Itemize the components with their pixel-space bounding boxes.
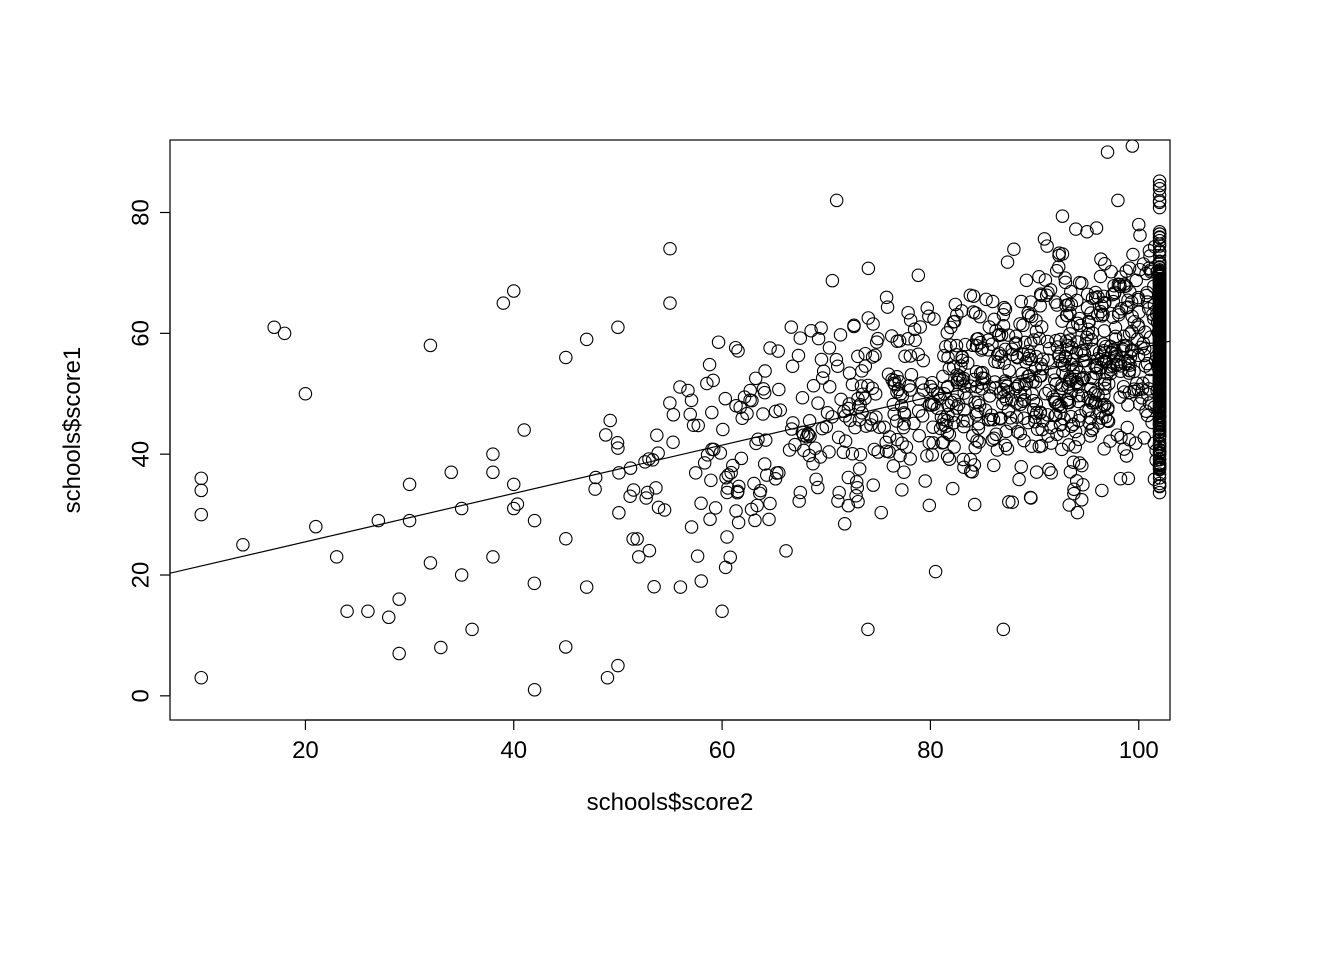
chart-svg: 20 40 60 80 100 0 20 40 60 80 schools$score2 school… xyxy=(0,0,1344,960)
x-tick-label: 60 xyxy=(709,737,736,764)
y-tick-label: 80 xyxy=(127,199,154,226)
y-tick-label: 60 xyxy=(127,320,154,347)
scatter-chart: 20 40 60 80 100 0 20 40 60 80 schools$score2 school… xyxy=(0,0,1344,960)
y-tick-label: 0 xyxy=(127,689,154,702)
x-tick-label: 80 xyxy=(917,737,944,764)
y-axis-label: schools$score1 xyxy=(59,347,86,514)
x-tick-label: 40 xyxy=(500,737,527,764)
x-axis-label: schools$score2 xyxy=(587,789,754,816)
x-tick-label: 20 xyxy=(292,737,319,764)
y-tick-label: 20 xyxy=(127,562,154,589)
y-tick-label: 40 xyxy=(127,441,154,468)
x-tick-label: 100 xyxy=(1119,737,1159,764)
